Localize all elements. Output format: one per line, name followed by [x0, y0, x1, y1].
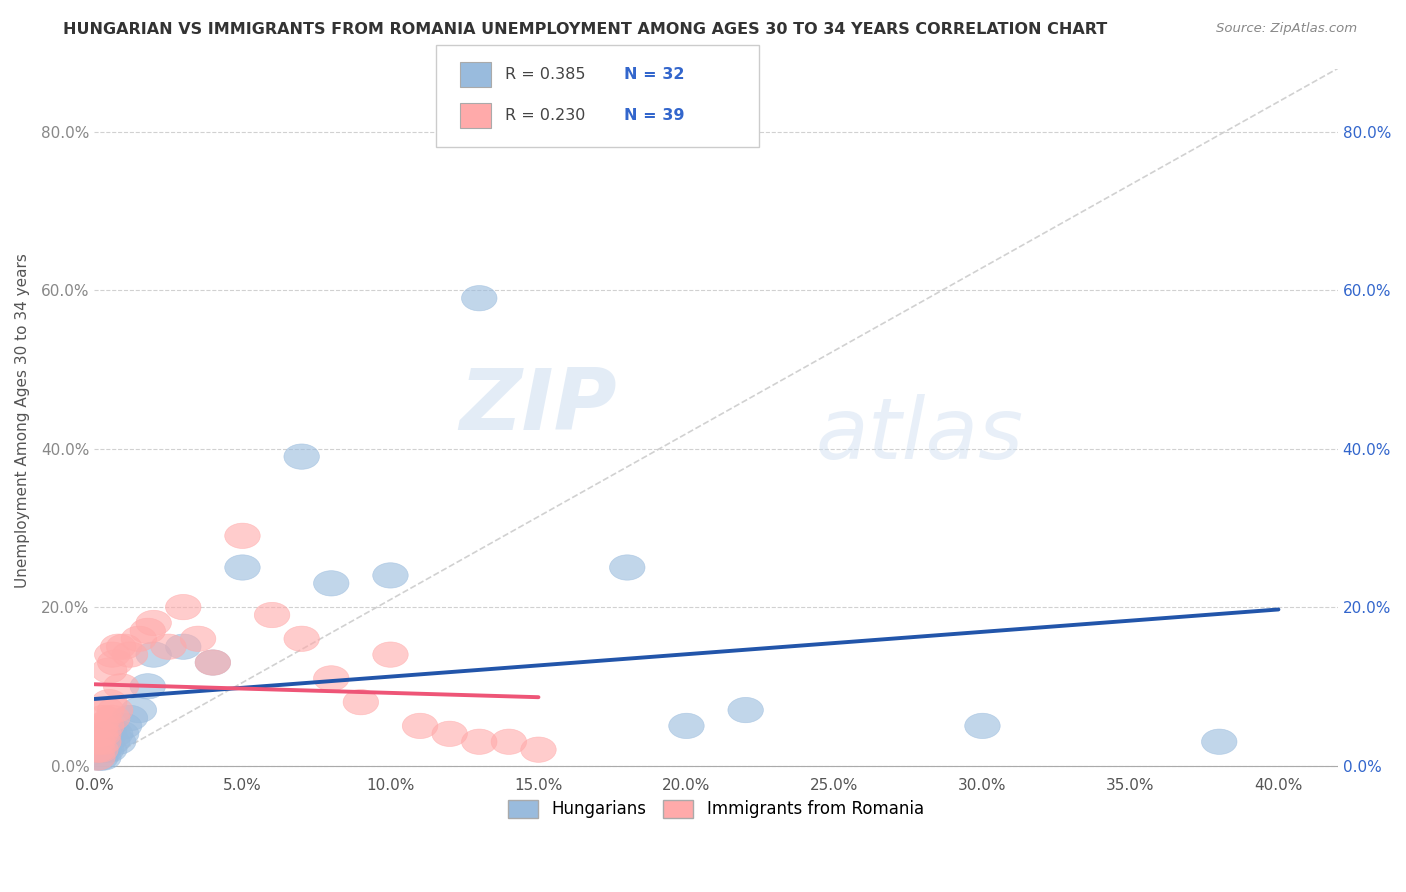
- Ellipse shape: [89, 714, 124, 739]
- Ellipse shape: [136, 642, 172, 667]
- Ellipse shape: [107, 634, 142, 659]
- Text: N = 39: N = 39: [624, 109, 685, 123]
- Ellipse shape: [86, 745, 121, 771]
- Ellipse shape: [402, 714, 437, 739]
- Ellipse shape: [669, 714, 704, 739]
- Ellipse shape: [80, 737, 115, 763]
- Ellipse shape: [195, 650, 231, 675]
- Ellipse shape: [343, 690, 378, 714]
- Ellipse shape: [97, 698, 134, 723]
- Ellipse shape: [1202, 729, 1237, 755]
- Ellipse shape: [104, 673, 139, 699]
- Ellipse shape: [166, 634, 201, 659]
- Ellipse shape: [83, 745, 118, 771]
- Ellipse shape: [91, 721, 127, 747]
- Ellipse shape: [91, 690, 127, 714]
- Ellipse shape: [112, 642, 148, 667]
- Text: R = 0.230: R = 0.230: [505, 109, 585, 123]
- Ellipse shape: [461, 729, 498, 755]
- Ellipse shape: [94, 729, 129, 755]
- Ellipse shape: [91, 737, 127, 763]
- Ellipse shape: [86, 706, 121, 731]
- Ellipse shape: [121, 626, 156, 651]
- Ellipse shape: [728, 698, 763, 723]
- Text: HUNGARIAN VS IMMIGRANTS FROM ROMANIA UNEMPLOYMENT AMONG AGES 30 TO 34 YEARS CORR: HUNGARIAN VS IMMIGRANTS FROM ROMANIA UNE…: [63, 22, 1108, 37]
- Ellipse shape: [254, 602, 290, 628]
- Ellipse shape: [314, 571, 349, 596]
- Ellipse shape: [94, 642, 129, 667]
- Ellipse shape: [86, 729, 121, 755]
- Ellipse shape: [89, 737, 124, 763]
- Ellipse shape: [83, 729, 118, 755]
- Ellipse shape: [284, 626, 319, 651]
- Text: ZIP: ZIP: [458, 366, 617, 449]
- Ellipse shape: [86, 721, 121, 747]
- Ellipse shape: [86, 729, 121, 755]
- Ellipse shape: [94, 706, 129, 731]
- Ellipse shape: [97, 721, 134, 747]
- Ellipse shape: [80, 745, 115, 771]
- Ellipse shape: [432, 721, 467, 747]
- Ellipse shape: [107, 714, 142, 739]
- Ellipse shape: [86, 737, 121, 763]
- Ellipse shape: [225, 523, 260, 549]
- Text: Source: ZipAtlas.com: Source: ZipAtlas.com: [1216, 22, 1357, 36]
- Ellipse shape: [112, 706, 148, 731]
- Ellipse shape: [104, 721, 139, 747]
- Ellipse shape: [225, 555, 260, 580]
- Ellipse shape: [83, 714, 118, 739]
- Ellipse shape: [284, 444, 319, 469]
- Ellipse shape: [91, 657, 127, 683]
- Ellipse shape: [97, 650, 134, 675]
- Ellipse shape: [129, 618, 166, 643]
- Ellipse shape: [121, 698, 156, 723]
- Ellipse shape: [180, 626, 217, 651]
- Ellipse shape: [129, 673, 166, 699]
- Ellipse shape: [80, 745, 115, 771]
- Ellipse shape: [166, 594, 201, 620]
- Ellipse shape: [520, 737, 557, 763]
- Legend: Hungarians, Immigrants from Romania: Hungarians, Immigrants from Romania: [502, 793, 931, 825]
- Y-axis label: Unemployment Among Ages 30 to 34 years: Unemployment Among Ages 30 to 34 years: [15, 253, 30, 589]
- Ellipse shape: [100, 729, 136, 755]
- Ellipse shape: [100, 634, 136, 659]
- Text: atlas: atlas: [815, 393, 1024, 476]
- Ellipse shape: [491, 729, 527, 755]
- Ellipse shape: [136, 610, 172, 636]
- Ellipse shape: [965, 714, 1000, 739]
- Ellipse shape: [80, 737, 115, 763]
- Ellipse shape: [89, 729, 124, 755]
- Ellipse shape: [150, 634, 186, 659]
- Ellipse shape: [83, 737, 118, 763]
- Ellipse shape: [373, 642, 408, 667]
- Ellipse shape: [461, 285, 498, 311]
- Text: N = 32: N = 32: [624, 67, 685, 81]
- Ellipse shape: [373, 563, 408, 588]
- Ellipse shape: [80, 729, 115, 755]
- Ellipse shape: [83, 721, 118, 747]
- Ellipse shape: [314, 665, 349, 691]
- Ellipse shape: [609, 555, 645, 580]
- Text: R = 0.385: R = 0.385: [505, 67, 585, 81]
- Ellipse shape: [195, 650, 231, 675]
- Ellipse shape: [89, 698, 124, 723]
